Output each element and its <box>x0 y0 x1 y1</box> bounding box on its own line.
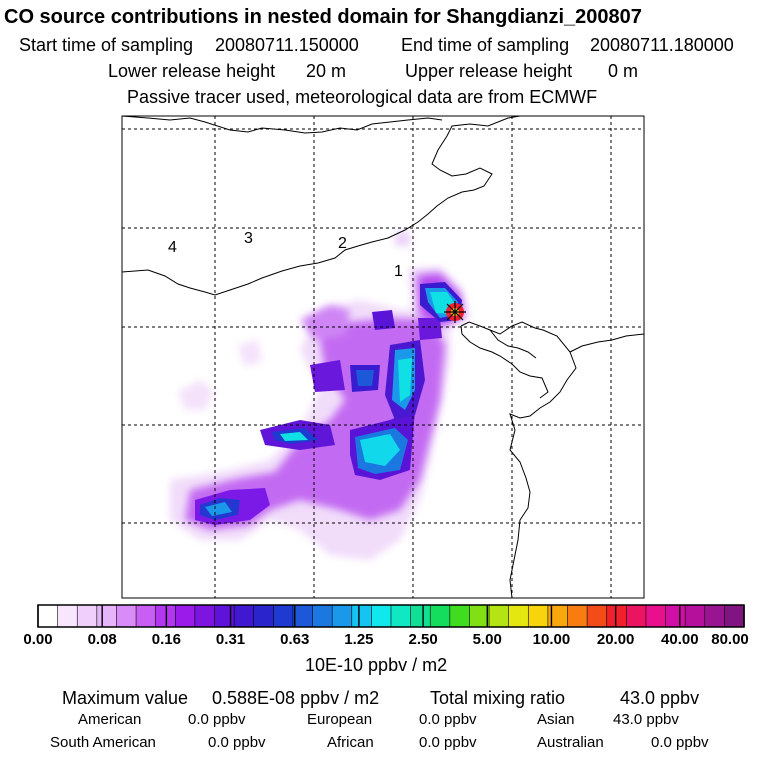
coastline-inner <box>460 325 549 399</box>
colorbar-segment <box>351 605 372 627</box>
colorbar-segment <box>626 605 647 627</box>
colorbar-segment <box>430 605 451 627</box>
lower-height-value: 20 m <box>306 61 347 81</box>
upper-height-label: Upper release height <box>405 61 573 81</box>
region-south-american-label: South American <box>50 734 156 751</box>
colorbar-segment <box>234 605 255 627</box>
max-value-label: Maximum value <box>62 688 189 708</box>
colorbar-segment <box>292 605 314 627</box>
colorbar-segment <box>508 605 529 627</box>
colorbar-segment <box>57 605 78 627</box>
colorbar-segment <box>194 605 216 627</box>
colorbar-tick-label: 5.00 <box>472 631 502 648</box>
map-grid <box>122 116 644 598</box>
total-mixing-label: Total mixing ratio <box>430 688 566 708</box>
region-south-american-value: 0.0 ppbv <box>208 734 266 751</box>
colorbar-segment <box>645 605 667 627</box>
colorbar-segment <box>77 605 98 627</box>
region-australian-value: 0.0 ppbv <box>651 734 709 751</box>
colorbar-tick-label: 0.08 <box>87 631 117 648</box>
colorbar-tick-label: 20.00 <box>596 631 635 648</box>
colorbar-segment <box>469 605 490 627</box>
total-mixing-value: 43.0 ppbv <box>620 688 700 708</box>
coastline-inlet <box>489 329 537 359</box>
colorbar-tick-label: 0.00 <box>23 631 53 648</box>
plot-title: CO source contributions in nested domain… <box>4 6 642 28</box>
colorbar-segment <box>567 605 588 627</box>
receptor-marker-icon <box>444 301 466 323</box>
colorbar-segment <box>410 605 431 627</box>
region-label: 3 <box>244 230 253 247</box>
colorbar-segment <box>175 605 196 627</box>
region-european-value: 0.0 ppbv <box>419 711 477 728</box>
colorbar-segment <box>371 605 392 627</box>
colorbar-tick-label: 0.63 <box>280 631 310 648</box>
region-african-value: 0.0 ppbv <box>419 734 477 751</box>
start-time-label: Start time of sampling <box>19 35 194 55</box>
colorbar-segment <box>312 605 333 627</box>
region-african-label: African <box>327 734 374 751</box>
region-asian-label: Asian <box>537 711 575 728</box>
colorbar-segment <box>489 605 510 627</box>
colorbar-frame <box>37 604 745 628</box>
colorbar-segment <box>606 605 627 627</box>
colorbar <box>37 605 745 627</box>
colorbar-segment <box>449 605 471 627</box>
upper-height-value: 0 m <box>608 61 639 81</box>
colorbar-tick-label: 0.31 <box>215 631 246 648</box>
colorbar-segment <box>136 605 157 627</box>
start-time-value: 20080711.150000 <box>215 35 359 55</box>
colorbar-segment <box>391 605 412 627</box>
colorbar-segment <box>724 605 745 627</box>
colorbar-unit: 10E-10 ppbv / m2 <box>305 655 448 675</box>
colorbar-segment <box>665 605 686 627</box>
colorbar-segment <box>547 605 569 627</box>
colorbar-segment <box>273 605 294 627</box>
colorbar-segment <box>685 605 706 627</box>
coastline-north <box>122 116 521 296</box>
colorbar-segment <box>116 605 137 627</box>
colorbar-tick-label: 1.25 <box>344 631 374 648</box>
map-frame <box>121 115 645 599</box>
colorbar-segment <box>253 605 274 627</box>
region-asian-value: 43.0 ppbv <box>613 711 679 728</box>
region-european-label: European <box>307 711 373 728</box>
lower-height-label: Lower release height <box>108 61 276 81</box>
colorbar-segment <box>332 605 353 627</box>
coastline-east <box>460 321 577 598</box>
region-american-value: 0.0 ppbv <box>188 711 246 728</box>
region-american-label: American <box>78 711 142 728</box>
colorbar-tick-label: 10.00 <box>532 631 571 648</box>
colorbar-tick-label: 0.16 <box>151 631 181 648</box>
colorbar-segment <box>704 605 725 627</box>
colorbar-tick-label: 80.00 <box>711 631 749 648</box>
max-value: 0.588E-08 ppbv / m2 <box>212 688 380 708</box>
coastlines <box>122 116 644 598</box>
colorbar-segment <box>528 605 549 627</box>
region-label: 4 <box>168 239 177 256</box>
region-label: 1 <box>394 263 403 280</box>
tracer-note: Passive tracer used, meteorological data… <box>127 87 598 107</box>
colorbar-segment <box>587 605 608 627</box>
coastline-upper <box>122 116 443 134</box>
region-label: 2 <box>338 235 347 252</box>
colorbar-segment <box>214 605 235 627</box>
colorbar-segment <box>38 605 59 627</box>
region-australian-label: Australian <box>537 734 604 751</box>
concentration-field <box>170 232 468 560</box>
colorbar-segment <box>96 605 118 627</box>
colorbar-tick-label: 2.50 <box>408 631 438 648</box>
end-time-label: End time of sampling <box>401 35 570 55</box>
end-time-value: 20080711.180000 <box>590 35 734 55</box>
colorbar-tick-label: 40.00 <box>661 631 699 648</box>
coastline-lower <box>569 333 644 353</box>
plume-core <box>195 282 462 525</box>
